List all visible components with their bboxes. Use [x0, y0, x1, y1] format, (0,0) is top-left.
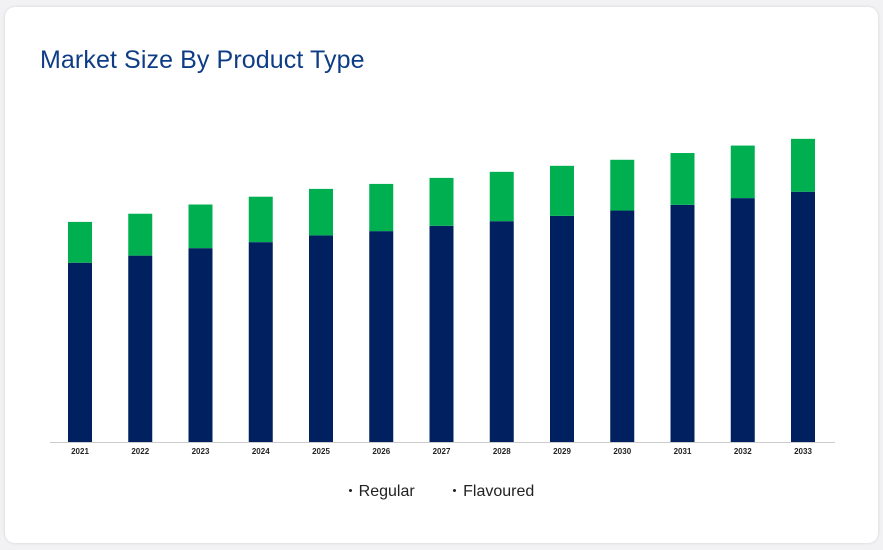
legend-bullet-icon	[453, 488, 457, 492]
x-tick-label: 2025	[312, 447, 330, 456]
bar-regular-2030[interactable]	[610, 210, 635, 442]
x-tick-label: 2030	[613, 447, 631, 456]
bar-flavoured-2030[interactable]	[610, 159, 635, 211]
bar-regular-2029[interactable]	[550, 215, 574, 442]
x-tick-label: 2023	[192, 447, 210, 456]
bar-flavoured-2027[interactable]	[429, 177, 454, 226]
bar-regular-2023[interactable]	[188, 248, 213, 442]
bar-flavoured-2023[interactable]	[188, 204, 213, 249]
bar-flavoured-2029[interactable]	[550, 165, 574, 216]
x-tick-labels: 2021 2022 2023 2024 2025 2026 2027 2028 2029 2030…	[71, 447, 812, 456]
x-tick-label: 2033	[794, 447, 812, 456]
bar-regular-2022[interactable]	[128, 255, 153, 443]
x-tick-label: 2027	[433, 447, 451, 456]
bar-regular-2031[interactable]	[670, 204, 695, 442]
bar-flavoured-2032[interactable]	[730, 145, 755, 199]
x-tick-label: 2024	[252, 447, 270, 456]
legend-label-flavoured: Flavoured	[463, 483, 535, 500]
bar-flavoured-2022[interactable]	[128, 213, 153, 256]
chart-title: Market Size By Product Type	[40, 46, 365, 74]
bar-flavoured-2021[interactable]	[68, 221, 92, 263]
bar-flavoured-2033[interactable]	[791, 138, 815, 192]
chart-card: Market Size By Product Type 2021 2022 2023…	[5, 7, 878, 543]
x-tick-label: 2022	[131, 447, 149, 456]
bar-regular-2026[interactable]	[369, 231, 394, 442]
legend-item-regular[interactable]: Regular	[348, 483, 415, 501]
x-tick-label: 2028	[493, 447, 511, 456]
bar-regular-2021[interactable]	[68, 262, 92, 442]
bar-regular-2028[interactable]	[489, 221, 514, 442]
x-tick-label: 2031	[674, 447, 692, 456]
bars-layer	[68, 138, 815, 443]
bar-flavoured-2026[interactable]	[369, 183, 394, 232]
bar-flavoured-2031[interactable]	[670, 153, 695, 205]
bar-regular-2025[interactable]	[309, 235, 333, 442]
x-tick-label: 2021	[71, 447, 89, 456]
bar-flavoured-2024[interactable]	[248, 196, 273, 243]
legend: Regular Flavoured	[5, 483, 878, 501]
bar-chart: 2021 2022 2023 2024 2025 2026 2027 2028 2029 2030…	[50, 138, 835, 456]
bar-regular-2033[interactable]	[791, 191, 815, 442]
x-tick-label: 2029	[553, 447, 571, 456]
bar-flavoured-2028[interactable]	[489, 171, 514, 222]
bar-regular-2032[interactable]	[730, 198, 755, 442]
bar-regular-2027[interactable]	[429, 225, 454, 442]
bar-flavoured-2025[interactable]	[309, 188, 333, 236]
x-tick-label: 2026	[372, 447, 390, 456]
bar-regular-2024[interactable]	[248, 242, 273, 442]
legend-item-flavoured[interactable]: Flavoured	[453, 483, 534, 501]
x-tick-label: 2032	[734, 447, 752, 456]
legend-label-regular: Regular	[358, 483, 415, 500]
legend-bullet-icon	[348, 488, 352, 492]
